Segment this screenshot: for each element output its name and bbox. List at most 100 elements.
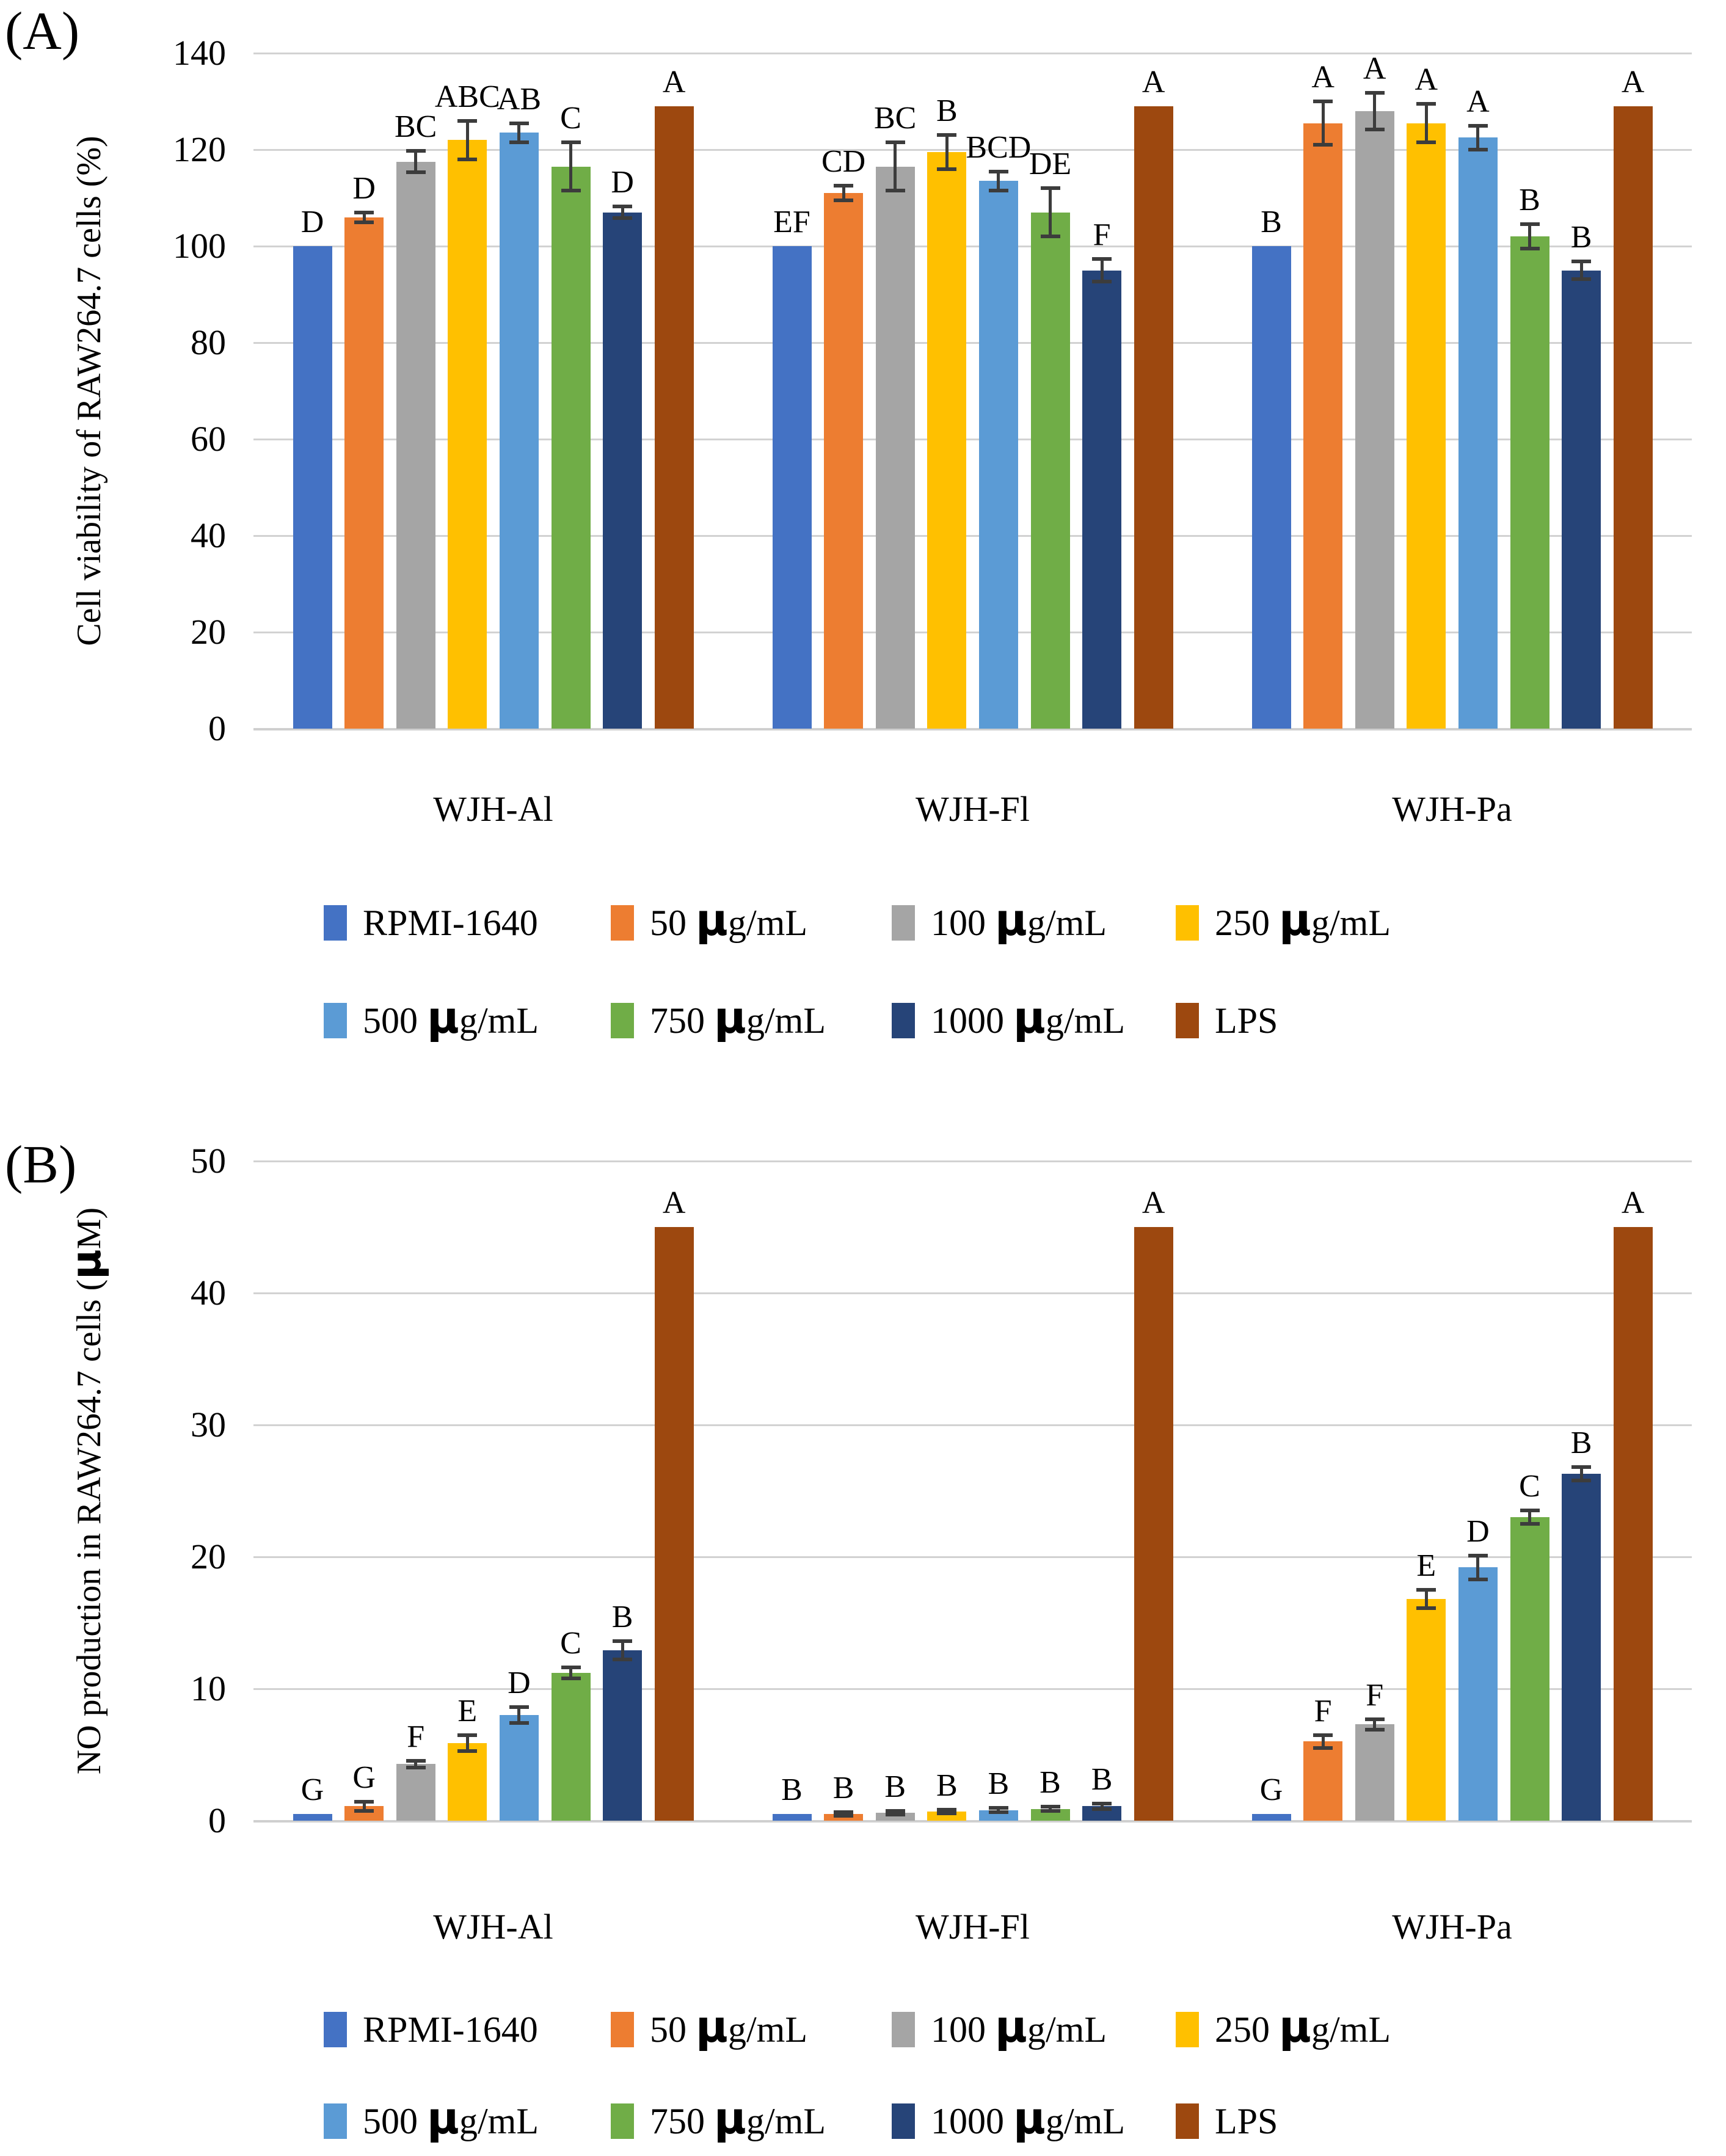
error-bar-cap: [1520, 1522, 1540, 1526]
significance-letter: B: [1261, 205, 1282, 239]
bar: [1303, 123, 1343, 729]
error-bar-cap: [834, 184, 854, 188]
significance-letter: A: [1142, 64, 1165, 100]
y-tick-label: 40: [191, 515, 226, 555]
x-category-label: WJH-Fl: [916, 1907, 1030, 1947]
error-bar-cap: [988, 169, 1008, 173]
error-bar: [945, 1809, 949, 1814]
significance-letter: B: [1091, 1761, 1113, 1797]
legend-swatch: [1176, 2012, 1199, 2047]
error-bar: [842, 186, 845, 200]
error-bar: [569, 142, 572, 191]
significance-letter: F: [1314, 1693, 1332, 1728]
error-bar-cap: [1468, 1577, 1488, 1581]
error-bar: [1049, 188, 1052, 237]
error-bar: [997, 171, 1000, 191]
gridline: [253, 52, 1692, 54]
y-tick-label: 140: [173, 33, 226, 73]
bar: [1562, 270, 1601, 729]
significance-letter: A: [1311, 60, 1335, 95]
significance-letter: B: [936, 1768, 958, 1803]
bar: [1030, 212, 1070, 729]
significance-letter: BC: [395, 109, 437, 145]
legend-label: 50 µg/mL: [650, 2001, 807, 2052]
significance-letter: F: [407, 1719, 425, 1754]
bar: [927, 151, 967, 729]
significance-letter: A: [662, 64, 686, 100]
error-bar-cap: [1571, 260, 1592, 264]
error-bar-cap: [1468, 1553, 1488, 1557]
significance-letter: C: [560, 101, 581, 136]
legend-swatch: [1176, 2103, 1199, 2139]
error-bar: [1049, 1807, 1052, 1811]
significance-letter: EF: [773, 205, 810, 239]
error-bar-cap: [406, 149, 426, 153]
error-bar-cap: [613, 205, 633, 209]
bar: [1303, 1741, 1343, 1821]
error-bar-cap: [1092, 1801, 1112, 1805]
legend-label: 1000 µg/mL: [931, 2092, 1125, 2144]
error-bar-cap: [988, 1806, 1008, 1810]
error-bar-cap: [406, 1765, 426, 1769]
significance-letter: C: [560, 1626, 581, 1661]
significance-letter: B: [936, 93, 958, 129]
bar: [1458, 137, 1498, 729]
significance-letter: B: [832, 1770, 854, 1805]
y-tick-label: 30: [191, 1405, 226, 1444]
error-bar-cap: [354, 1799, 374, 1804]
significance-letter: D: [1466, 1513, 1490, 1549]
legend-swatch: [324, 905, 347, 941]
error-bar-cap: [1468, 123, 1488, 128]
significance-letter: B: [1040, 1765, 1061, 1801]
error-bar-cap: [406, 1758, 426, 1763]
error-bar: [1321, 101, 1325, 145]
legend-swatch: [892, 1003, 915, 1038]
gridline: [253, 1292, 1692, 1294]
significance-letter: G: [352, 1760, 376, 1795]
error-bar-cap: [1364, 127, 1385, 131]
bar: [1251, 1814, 1291, 1821]
legend-swatch: [892, 2103, 915, 2139]
significance-letter: ABC: [434, 79, 500, 114]
bar: [1082, 270, 1122, 729]
mu-glyph: µ: [995, 2001, 1027, 2052]
panel-a-label: (A): [5, 2, 80, 61]
gridline: [253, 341, 1692, 344]
legend-swatch: [892, 2012, 915, 2047]
significance-letter: B: [781, 1772, 803, 1808]
bar: [293, 1814, 332, 1821]
legend-label: 500 µg/mL: [363, 992, 539, 1043]
panel-a: (A) Cell viability of RAW264.7 cells (%)…: [5, 2, 1692, 1043]
significance-letter: B: [1570, 220, 1592, 255]
error-bar: [1579, 261, 1583, 279]
significance-letter: D: [300, 205, 324, 239]
x-category-label: WJH-Fl: [916, 789, 1030, 829]
error-bar-cap: [1313, 1733, 1333, 1737]
error-bar: [1579, 1467, 1583, 1480]
legend-swatch: [324, 1003, 347, 1038]
y-tick-label: 100: [173, 226, 226, 266]
significance-letter: BCD: [966, 129, 1032, 165]
significance-letter: G: [300, 1772, 324, 1808]
bar: [551, 1673, 591, 1821]
error-bar-cap: [1520, 222, 1540, 227]
mu-glyph: µ: [1013, 992, 1046, 1043]
mu-glyph: µ: [1279, 894, 1311, 945]
error-bar: [517, 1707, 521, 1724]
error-bar-cap: [561, 140, 581, 145]
error-bar-cap: [1092, 1807, 1112, 1811]
error-bar-cap: [937, 1812, 957, 1816]
error-bar: [997, 1808, 1000, 1812]
gridline: [253, 534, 1692, 537]
gridline: [253, 631, 1692, 633]
error-bar-cap: [613, 1658, 633, 1662]
significance-letter: B: [1519, 183, 1540, 218]
y-tick-label: 50: [191, 1141, 226, 1181]
error-bar-cap: [1416, 101, 1437, 106]
error-bar-cap: [1040, 186, 1060, 191]
legend-swatch: [324, 2103, 347, 2139]
significance-letter: B: [884, 1769, 906, 1804]
bar: [1134, 106, 1173, 729]
bar: [448, 140, 487, 729]
